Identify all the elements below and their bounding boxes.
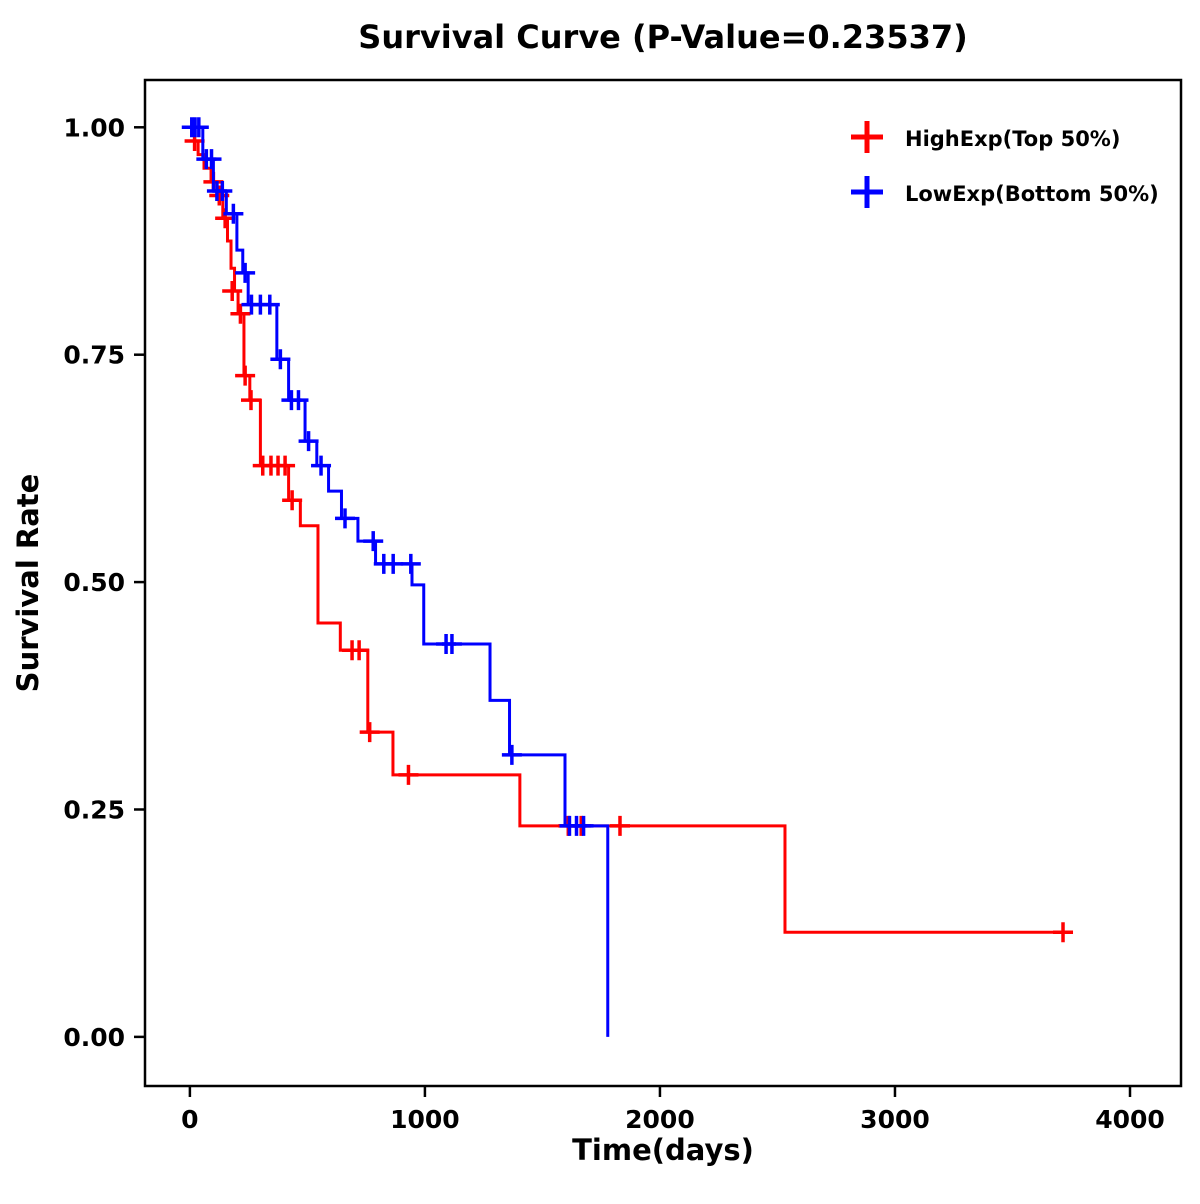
censor-mark-highexp — [349, 640, 370, 661]
plot-panel-border — [143, 78, 1183, 1088]
censor-mark-lowexp — [400, 553, 421, 574]
censor-mark-highexp — [222, 281, 243, 302]
censor-mark-lowexp — [335, 508, 356, 529]
censor-mark-highexp — [1053, 922, 1074, 943]
censor-mark-lowexp — [212, 180, 233, 201]
plot-layer: 0 1000 2000 3000 4000 0.00 0.25 0.50 0.75 1.00 — [63, 113, 1164, 1134]
censor-mark-lowexp — [311, 455, 332, 476]
y-tick-label: 0.50 — [63, 568, 125, 597]
survival-curve-lowexp — [189, 125, 610, 1037]
censor-mark-highexp — [359, 722, 380, 743]
censor-mark-lowexp — [223, 203, 244, 224]
censor-mark-lowexp — [259, 294, 280, 315]
legend-label-lowexp: LowExp(Bottom 50%) — [905, 182, 1159, 206]
y-tick-label: 0.00 — [63, 1023, 125, 1052]
censor-mark-highexp — [230, 303, 251, 324]
y-axis-label: Survival Rate — [11, 474, 45, 693]
censor-mark-highexp — [398, 764, 419, 785]
censor-mark-highexp — [240, 390, 261, 411]
y-tick-label: 0.25 — [63, 795, 125, 824]
censor-mark-lowexp — [201, 149, 222, 170]
censor-mark-lowexp — [383, 553, 404, 574]
censor-mark-lowexp — [298, 431, 319, 452]
censor-mark-lowexp — [235, 262, 256, 283]
censor-mark-highexp — [235, 365, 256, 386]
censor-mark-lowexp — [188, 117, 209, 138]
legend-plus-icon-lowexp — [851, 176, 883, 208]
censor-mark-lowexp — [363, 531, 384, 552]
x-tick-label: 1000 — [390, 1105, 460, 1134]
legend-plus-icon-highexp — [851, 121, 883, 153]
censor-mark-highexp — [275, 455, 296, 476]
x-axis-label: Time(days) — [572, 1133, 754, 1167]
x-tick-label: 0 — [181, 1105, 198, 1134]
y-tick-label: 0.75 — [63, 341, 125, 370]
survival-curve-highexp — [189, 139, 1064, 934]
censor-mark-lowexp — [441, 633, 462, 654]
x-tick-label: 3000 — [860, 1105, 930, 1134]
censor-mark-lowexp — [270, 349, 291, 370]
chart-title: Survival Curve (P-Value=0.23537) — [358, 18, 967, 56]
censor-mark-highexp — [282, 490, 303, 511]
censor-mark-lowexp — [501, 744, 522, 765]
x-tick-label: 4000 — [1095, 1105, 1165, 1134]
censor-mark-highexp — [609, 815, 630, 836]
censor-mark-lowexp — [573, 815, 594, 836]
censor-mark-lowexp — [288, 390, 309, 411]
y-tick-label: 1.00 — [63, 113, 125, 142]
legend: HighExp(Top 50%) LowExp(Bottom 50%) — [851, 121, 1159, 208]
legend-label-highexp: HighExp(Top 50%) — [905, 127, 1120, 151]
x-tick-label: 2000 — [625, 1105, 695, 1134]
